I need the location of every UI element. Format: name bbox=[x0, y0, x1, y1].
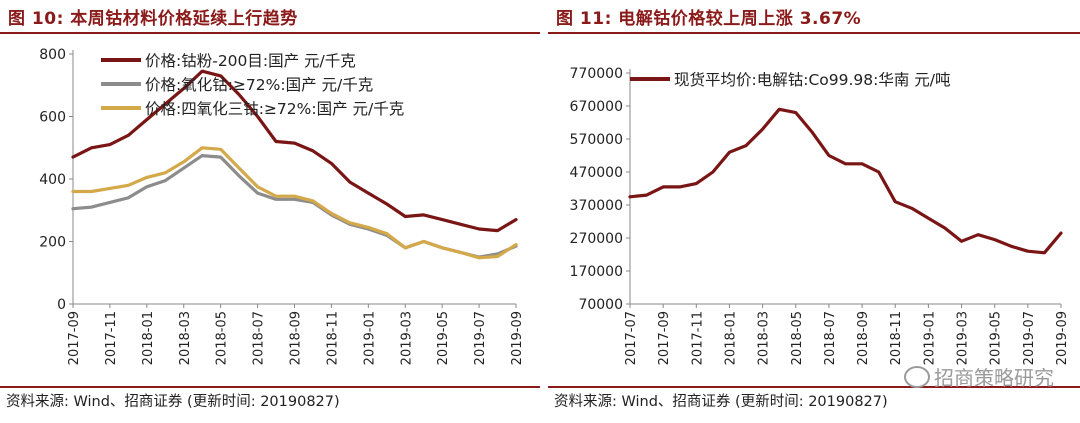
y-tick-label: 470000 bbox=[570, 165, 623, 181]
x-tick-label: 2019-05 bbox=[436, 311, 451, 365]
x-tick-label: 2019-03 bbox=[399, 311, 414, 365]
x-tick-label: 2019-05 bbox=[989, 311, 1004, 365]
wechat-icon bbox=[904, 366, 930, 388]
x-tick-label: 2018-03 bbox=[178, 311, 193, 365]
y-tick-label: 0 bbox=[57, 297, 66, 313]
right-source-rule bbox=[548, 386, 1080, 388]
left-source-rule bbox=[0, 386, 540, 388]
x-tick-label: 2017-09 bbox=[67, 311, 82, 365]
x-tick-label: 2018-01 bbox=[723, 311, 738, 365]
x-tick-label: 2019-07 bbox=[473, 311, 488, 365]
y-tick-label: 200 bbox=[39, 235, 66, 251]
x-tick-label: 2017-07 bbox=[624, 311, 639, 365]
x-tick-label: 2018-11 bbox=[325, 311, 340, 365]
x-tick-label: 2019-09 bbox=[510, 311, 525, 365]
watermark-text: 招商策略研究 bbox=[934, 366, 1054, 390]
left-line-chart: 0 200 400 600 800 2017-09 2017-11 2018-01 2018-0… bbox=[39, 47, 525, 365]
legend-label-3: 价格:四氧化三钴:≥72%:国产 元/千克 bbox=[145, 100, 404, 118]
series-line-3 bbox=[71, 146, 518, 260]
x-tick-label: 2017-11 bbox=[690, 311, 705, 365]
x-tick-label: 2018-07 bbox=[252, 311, 267, 365]
x-tick-label: 2018-05 bbox=[215, 311, 230, 365]
legend-label-2: 价格:氧化钴:≥72%:国产 元/千克 bbox=[145, 76, 373, 94]
x-tick-label: 2019-01 bbox=[362, 311, 377, 365]
left-chart-title: 图 10: 本周钴材料价格延续上行趋势 bbox=[8, 9, 298, 29]
x-tick-label: 2018-11 bbox=[889, 311, 904, 365]
series-line-1 bbox=[628, 107, 1063, 255]
left-chart-panel: 图 10: 本周钴材料价格延续上行趋势 0 200 400 600 800 2017-09… bbox=[0, 9, 540, 410]
right-title-rule bbox=[548, 32, 1080, 34]
left-source-note: 资料来源: Wind、招商证券 (更新时间: 20190827) bbox=[6, 394, 340, 410]
series-line-2 bbox=[71, 154, 518, 259]
watermark: 招商策略研究 bbox=[904, 362, 1054, 391]
x-tick-label: 2019-07 bbox=[1022, 311, 1037, 365]
series-line-1 bbox=[71, 69, 518, 233]
y-tick-label: 670000 bbox=[570, 99, 623, 115]
y-tick-label: 800 bbox=[39, 47, 66, 63]
x-tick-label: 2018-09 bbox=[856, 311, 871, 365]
x-tick-label: 2017-11 bbox=[104, 311, 119, 365]
left-title-rule bbox=[0, 32, 540, 34]
x-tick-label: 2018-05 bbox=[790, 311, 805, 365]
x-tick-label: 2018-01 bbox=[141, 311, 156, 365]
y-tick-label: 370000 bbox=[570, 198, 623, 214]
y-tick-label: 270000 bbox=[570, 231, 623, 247]
y-tick-label: 170000 bbox=[570, 264, 623, 280]
x-tick-label: 2019-03 bbox=[956, 311, 971, 365]
right-source-note: 资料来源: Wind、招商证券 (更新时间: 20190827) bbox=[554, 394, 888, 410]
x-tick-label: 2019-09 bbox=[1055, 311, 1070, 365]
y-tick-label: 70000 bbox=[578, 297, 623, 313]
x-tick-label: 2018-03 bbox=[757, 311, 772, 365]
y-tick-label: 600 bbox=[39, 110, 66, 126]
right-chart-panel: 图 11: 电解钴价格较上周上涨 3.67% 70000 170000 270000… bbox=[548, 0, 1080, 423]
y-tick-label: 400 bbox=[39, 172, 66, 188]
legend-label-1: 现货平均价:电解钴:Co99.98:华南 元/吨 bbox=[674, 71, 951, 89]
x-tick-label: 2019-01 bbox=[922, 311, 937, 365]
x-tick-label: 2018-07 bbox=[823, 311, 838, 365]
x-tick-label: 2017-09 bbox=[657, 311, 672, 365]
y-tick-label: 770000 bbox=[570, 66, 623, 82]
legend-label-1: 价格:钴粉-200目:国产 元/千克 bbox=[145, 52, 356, 70]
right-chart-title: 图 11: 电解钴价格较上周上涨 3.67% bbox=[556, 9, 862, 29]
x-tick-label: 2018-09 bbox=[289, 311, 304, 365]
y-tick-label: 570000 bbox=[570, 132, 623, 148]
right-line-chart: 70000 170000 270000 370000 470000 570000 67000… bbox=[570, 66, 1070, 365]
